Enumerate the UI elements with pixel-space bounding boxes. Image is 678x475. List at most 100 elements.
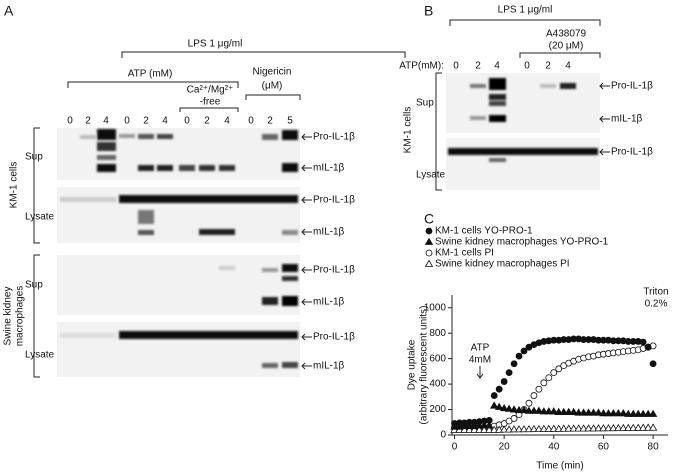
x-tick-label: 60 bbox=[598, 442, 610, 453]
data-point bbox=[525, 399, 533, 407]
data-point bbox=[534, 406, 544, 414]
y-tick-label: 400 bbox=[429, 379, 446, 390]
data-point bbox=[514, 405, 524, 414]
data-point bbox=[554, 407, 563, 415]
data-point bbox=[519, 405, 529, 414]
group-label: KM-1 cells bbox=[9, 162, 20, 209]
data-point bbox=[509, 425, 519, 433]
data-point bbox=[544, 407, 554, 415]
lane-label: 0 bbox=[124, 116, 130, 127]
data-point bbox=[529, 406, 539, 414]
data-point bbox=[540, 379, 548, 387]
data-point bbox=[639, 338, 647, 346]
row-label: Sup bbox=[25, 152, 43, 163]
lane-label: 2 bbox=[545, 61, 551, 72]
band-label: Pro-IL-1β bbox=[611, 81, 653, 92]
data-point bbox=[624, 423, 633, 431]
arrow bbox=[301, 196, 312, 204]
data-point bbox=[499, 403, 509, 412]
data-point bbox=[589, 408, 598, 416]
atp-label: ATP (mM) bbox=[128, 69, 173, 80]
data-point bbox=[638, 423, 648, 431]
blot-bands bbox=[448, 78, 598, 162]
data-point bbox=[504, 404, 514, 412]
x-tick-label: 20 bbox=[499, 442, 511, 453]
group-label: Swine kidney bbox=[3, 287, 14, 346]
annotation: 0.2% bbox=[645, 299, 668, 310]
data-point bbox=[634, 409, 643, 417]
arrow bbox=[599, 148, 610, 156]
data-point bbox=[584, 408, 593, 416]
arrow bbox=[599, 115, 610, 123]
arrow bbox=[301, 333, 312, 341]
data-point bbox=[524, 406, 534, 414]
bracket bbox=[179, 107, 239, 112]
data-point bbox=[475, 421, 484, 429]
panel-label: A bbox=[4, 3, 14, 19]
band-label: mIL-1β bbox=[611, 114, 643, 125]
lane-label: 0 bbox=[524, 61, 530, 72]
bracket bbox=[245, 94, 301, 100]
arrow bbox=[301, 362, 312, 370]
lane-label: 2 bbox=[143, 116, 149, 127]
arrow bbox=[301, 228, 312, 236]
data-point bbox=[545, 374, 553, 382]
data-point bbox=[643, 409, 653, 417]
data-point bbox=[604, 423, 613, 432]
data-point bbox=[480, 421, 489, 429]
data-point bbox=[564, 424, 573, 432]
arrow bbox=[301, 164, 312, 172]
arrow bbox=[476, 366, 484, 379]
x-axis-title: Time (min) bbox=[536, 461, 583, 472]
data-point bbox=[544, 424, 554, 432]
lane-label: 4 bbox=[103, 116, 109, 127]
bracket bbox=[449, 19, 601, 26]
band-labels: Pro-IL-1β mIL-1β Pro-IL-1β bbox=[599, 81, 653, 158]
x-tick-label: 40 bbox=[548, 442, 560, 453]
lane-labels: 0 2 4 0 2 4 0 2 4 0 2 5 bbox=[67, 116, 293, 127]
data-point bbox=[649, 360, 657, 368]
data-point bbox=[614, 423, 623, 432]
data-point bbox=[574, 424, 583, 432]
lps-label: LPS 1 μg/ml bbox=[498, 5, 553, 16]
data-point bbox=[584, 424, 593, 432]
band-label: Pro-IL-1β bbox=[611, 147, 653, 158]
panel-label: C bbox=[424, 211, 434, 227]
data-point bbox=[564, 407, 573, 415]
lane-label: 4 bbox=[224, 116, 230, 127]
y-tick-label: 600 bbox=[429, 353, 446, 364]
data-point bbox=[579, 408, 588, 416]
blot bbox=[57, 255, 300, 315]
data-point bbox=[514, 425, 524, 433]
arrow bbox=[301, 298, 312, 306]
ca-free-label: Ca²⁺/Mg²⁺ bbox=[187, 85, 234, 96]
plot: 0 200 400 600 800 1000 0 20 40 60 80 bbox=[424, 295, 668, 453]
lane-label: 0 bbox=[453, 61, 459, 72]
bracket bbox=[121, 51, 406, 58]
data-point bbox=[485, 425, 494, 433]
band-label: mIL-1β bbox=[313, 297, 345, 308]
data-point bbox=[609, 423, 618, 432]
y-tick-label: 800 bbox=[429, 328, 446, 339]
atp-label: ATP(mM): bbox=[399, 61, 444, 72]
lane-label: 4 bbox=[162, 116, 168, 127]
data-point bbox=[499, 425, 509, 433]
data-point bbox=[619, 423, 628, 432]
blot bbox=[446, 73, 600, 133]
band-label: Pro-IL-1β bbox=[313, 332, 355, 343]
blot bbox=[446, 138, 600, 190]
y-axis-title: Dye uptake bbox=[407, 339, 418, 390]
data-point bbox=[569, 407, 578, 415]
data-point bbox=[559, 407, 568, 415]
data-point bbox=[450, 422, 459, 430]
lane-label: 0 bbox=[248, 116, 254, 127]
data-point bbox=[604, 409, 613, 417]
band-label: Pro-IL-1β bbox=[313, 132, 355, 143]
data-point bbox=[534, 424, 544, 433]
lane-label: 4 bbox=[565, 61, 571, 72]
inhibitor-label: A438079 bbox=[546, 29, 586, 40]
legend-marker bbox=[424, 259, 434, 267]
data-point bbox=[550, 369, 558, 377]
